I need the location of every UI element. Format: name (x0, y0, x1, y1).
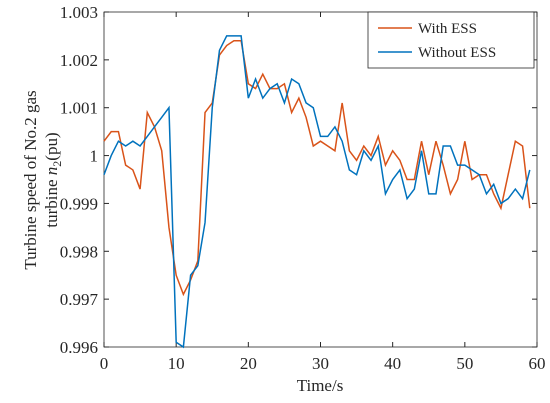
y-tick-label: 1.002 (60, 51, 98, 70)
y-tick-label: 1 (90, 147, 99, 166)
x-tick-label: 20 (240, 354, 257, 373)
x-tick-label: 40 (384, 354, 401, 373)
y-axis-unit: (pu) (42, 132, 61, 160)
x-axis-label: Time/s (297, 376, 344, 395)
y-axis-label-line: Turbine speed of No.2 gas (21, 90, 40, 269)
x-tick-label: 10 (168, 354, 185, 373)
y-axis-subscript: 2 (50, 161, 64, 167)
y-tick-label: 0.999 (60, 194, 98, 213)
data-line (103, 39, 531, 297)
y-tick-label: 0.997 (60, 290, 99, 309)
x-tick-label: 60 (529, 354, 546, 373)
data-line (103, 35, 531, 349)
y-axis-label-text: turbine (42, 175, 61, 227)
y-axis-label-line: turbine n2(pu) (42, 132, 64, 227)
x-tick-label: 50 (456, 354, 473, 373)
y-axis-symbol: n (42, 167, 61, 176)
legend-label: With ESS (418, 21, 477, 37)
y-tick-label: 1.003 (60, 3, 98, 22)
y-tick-label: 0.996 (60, 338, 98, 357)
x-tick-label: 30 (312, 354, 329, 373)
y-tick-label: 1.001 (60, 99, 98, 118)
legend-label: Without ESS (418, 45, 496, 61)
y-tick-label: 0.998 (60, 242, 98, 261)
legend-box (367, 11, 535, 69)
x-tick-label: 0 (100, 354, 109, 373)
y-axis-label: Turbine speed of No.2 gas turbine n2(pu) (21, 90, 64, 269)
